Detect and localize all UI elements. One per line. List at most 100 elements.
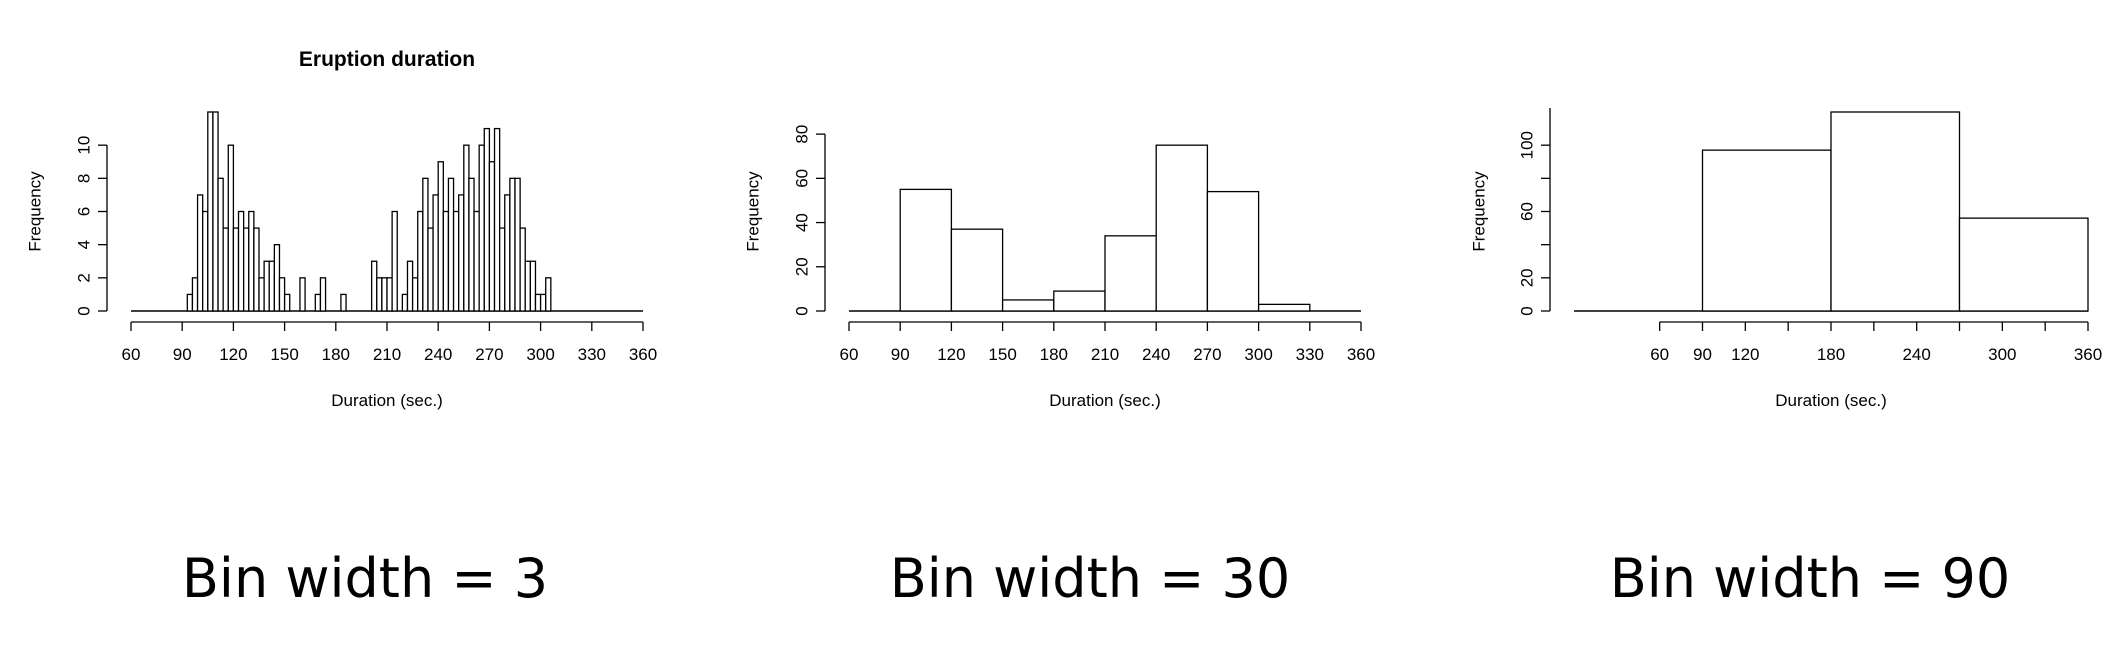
bin-width-caption: Bin width = 3 xyxy=(182,547,548,610)
histogram-bar xyxy=(437,161,444,312)
histogram-bar xyxy=(498,227,506,312)
x-axis-title: Duration (sec.) xyxy=(1049,391,1160,410)
histogram-bar xyxy=(207,111,214,312)
histogram-bar xyxy=(391,210,398,312)
histogram-bar xyxy=(242,227,250,312)
histogram-bar xyxy=(514,177,521,312)
histogram-bar xyxy=(314,293,322,312)
bin-width-caption: Bin width = 90 xyxy=(1610,547,2011,610)
histogram-bar xyxy=(191,277,199,312)
histogram-bar xyxy=(529,260,537,312)
histogram-bar xyxy=(1830,111,1961,312)
histogram-bar xyxy=(202,210,209,312)
y-tick-label: 100 xyxy=(1517,131,1536,159)
y-axis-title: Frequency xyxy=(1469,171,1488,252)
histogram-bar xyxy=(411,277,419,312)
x-tick-label: 360 xyxy=(629,345,657,364)
histogram-bar xyxy=(473,210,480,312)
histogram-bar xyxy=(1257,303,1311,312)
histogram-bar xyxy=(319,277,327,312)
histogram-bar xyxy=(406,260,414,312)
histogram-bar xyxy=(370,260,378,312)
histogram-bar xyxy=(447,177,455,312)
x-tick-label: 360 xyxy=(2074,345,2102,364)
histogram-bar xyxy=(1206,190,1260,312)
histogram-bar xyxy=(1053,290,1106,312)
histogram-bar xyxy=(340,293,347,312)
x-tick-label: 270 xyxy=(475,345,503,364)
histogram-bar xyxy=(273,244,281,312)
histogram-bar xyxy=(222,227,229,312)
y-tick-label: 60 xyxy=(792,169,811,188)
x-tick-label: 90 xyxy=(1693,345,1712,364)
histogram-bar xyxy=(1155,144,1209,312)
y-tick-label: 0 xyxy=(1517,306,1536,315)
x-tick-label: 120 xyxy=(937,345,965,364)
histogram-bar xyxy=(268,260,276,312)
histogram-bar xyxy=(899,188,953,312)
y-tick-label: 0 xyxy=(792,306,811,315)
y-tick-label: 60 xyxy=(1517,202,1536,221)
histogram-bar xyxy=(452,210,460,312)
x-tick-label: 180 xyxy=(1817,345,1845,364)
histogram-bar xyxy=(283,293,291,312)
histogram-bar xyxy=(463,144,470,312)
histogram-bar xyxy=(263,260,270,312)
x-axis-title: Duration (sec.) xyxy=(331,391,442,410)
histogram-bar xyxy=(539,293,547,312)
x-tick-label: 240 xyxy=(1902,345,1930,364)
histogram-bar xyxy=(237,210,245,312)
chart-title: Eruption duration xyxy=(299,48,475,71)
x-tick-label: 60 xyxy=(1650,345,1669,364)
histogram-bar xyxy=(376,277,383,312)
histogram-bar xyxy=(186,293,194,312)
x-tick-label: 300 xyxy=(526,345,554,364)
histogram-bar xyxy=(545,277,552,312)
x-tick-label: 330 xyxy=(1296,345,1324,364)
histogram-bar xyxy=(1701,149,1832,312)
x-tick-label: 60 xyxy=(840,345,859,364)
histogram-bar xyxy=(427,227,434,312)
histogram-bar xyxy=(1001,299,1055,312)
histogram-bar xyxy=(478,144,485,312)
x-tick-label: 240 xyxy=(424,345,452,364)
histogram-bar xyxy=(417,210,424,312)
x-tick-label: 300 xyxy=(1988,345,2016,364)
x-tick-label: 120 xyxy=(219,345,247,364)
x-tick-label: 180 xyxy=(1040,345,1068,364)
histogram-bar xyxy=(509,177,516,312)
histogram-bar xyxy=(232,227,240,312)
histogram-bar xyxy=(524,260,532,312)
histogram-bar xyxy=(534,293,542,312)
x-tick-label: 330 xyxy=(578,345,606,364)
histogram-bar xyxy=(442,210,450,312)
x-tick-label: 90 xyxy=(891,345,910,364)
histogram-bar xyxy=(1958,217,2089,312)
y-tick-label: 40 xyxy=(792,213,811,232)
chart-panel-2: 0 20 40 60 80 Frequency 60 90 120 150 180 210 240 270… xyxy=(743,125,1375,610)
y-tick-label: 6 xyxy=(74,207,93,216)
histogram-bar xyxy=(950,228,1004,312)
y-tick-label: 2 xyxy=(74,273,93,282)
y-axis-title: Frequency xyxy=(25,171,44,252)
y-tick-label: 0 xyxy=(74,306,93,315)
histogram-bar xyxy=(299,277,306,312)
histogram-bar xyxy=(212,111,219,312)
histogram-bar xyxy=(386,277,393,312)
y-tick-label: 20 xyxy=(1517,268,1536,287)
histogram-bar xyxy=(253,227,260,312)
x-tick-label: 300 xyxy=(1244,345,1272,364)
x-tick-label: 180 xyxy=(322,345,350,364)
histogram-bar xyxy=(493,127,501,312)
histogram-bar xyxy=(519,227,526,312)
x-tick-label: 240 xyxy=(1142,345,1170,364)
x-axis-title: Duration (sec.) xyxy=(1775,391,1886,410)
y-axis-title: Frequency xyxy=(743,171,762,252)
histogram-bar xyxy=(483,127,491,312)
y-tick-label: 80 xyxy=(792,125,811,144)
x-tick-label: 90 xyxy=(173,345,192,364)
histogram-bar xyxy=(488,161,496,312)
bin-width-caption: Bin width = 30 xyxy=(890,547,1291,610)
histogram-bar xyxy=(401,293,409,312)
